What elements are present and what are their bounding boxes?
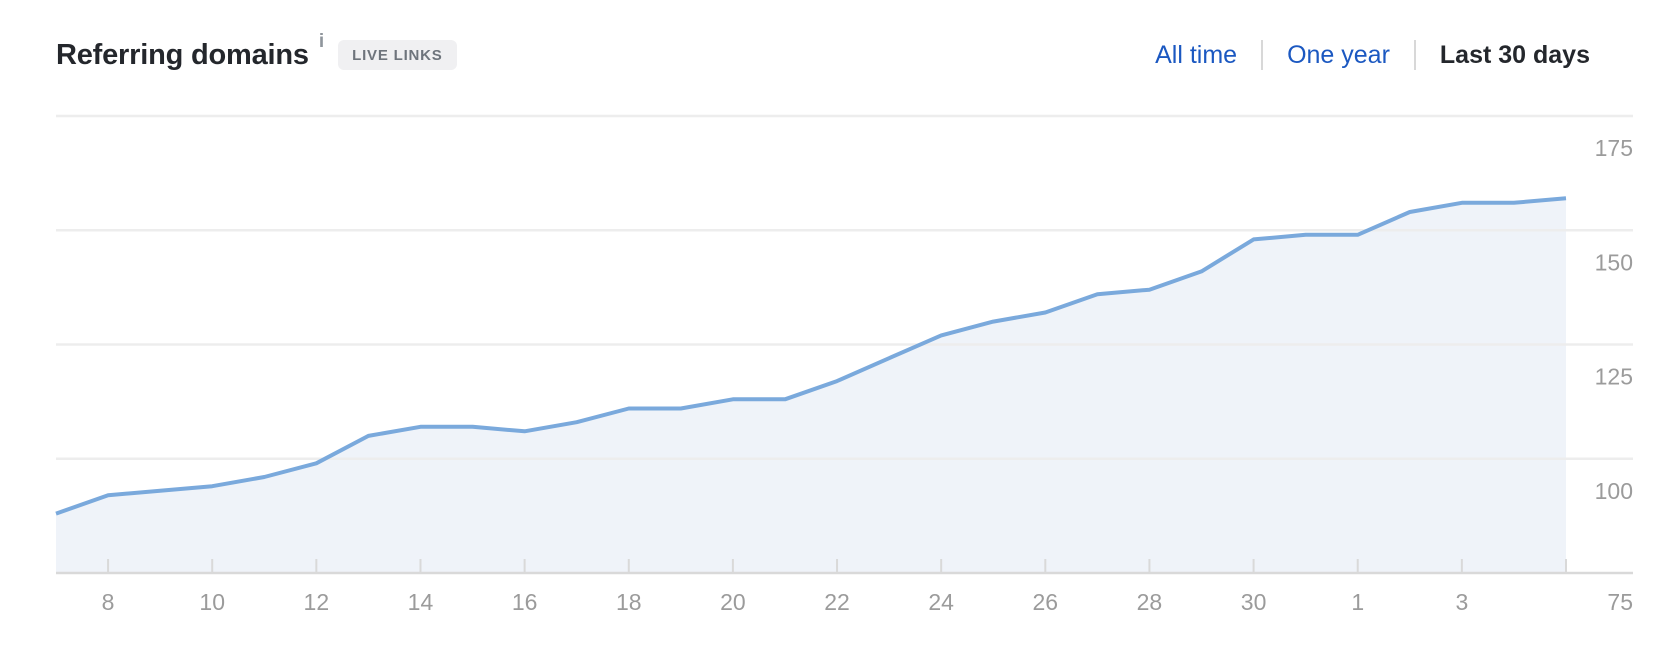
page-title: Referring domains: [56, 38, 309, 71]
range-divider: [1261, 40, 1264, 70]
series-area-fill: [56, 198, 1566, 574]
x-axis-label: 8: [102, 589, 115, 615]
x-axis-label: 1: [1351, 589, 1364, 615]
x-axis-label: 20: [720, 589, 746, 615]
series-line: [55, 196, 1567, 516]
y-axis-label: 75: [1607, 589, 1633, 615]
y-axis-label: 175: [1595, 135, 1633, 161]
time-range-switcher: All time One year Last 30 days: [1155, 40, 1590, 70]
y-axis-label: 125: [1595, 364, 1633, 390]
info-icon[interactable]: i: [318, 31, 325, 52]
y-axis-label: 150: [1595, 249, 1633, 275]
x-axis-label: 3: [1455, 589, 1468, 615]
x-axis-label: 16: [512, 589, 538, 615]
x-axis-label: 30: [1241, 589, 1267, 615]
range-last-30-days[interactable]: Last 30 days: [1439, 40, 1590, 69]
range-divider: [1413, 40, 1416, 70]
x-axis-label: 10: [199, 589, 225, 615]
y-axis-label: 100: [1595, 478, 1633, 504]
live-links-badge: LIVE LINKS: [338, 40, 457, 70]
x-axis-label: 26: [1033, 589, 1059, 615]
range-all-time[interactable]: All time: [1155, 40, 1238, 69]
x-axis-label: 28: [1137, 589, 1163, 615]
x-axis-label: 12: [304, 589, 330, 615]
x-axis-label: 14: [408, 589, 434, 615]
range-one-year[interactable]: One year: [1287, 40, 1390, 69]
x-axis-label: 22: [824, 589, 850, 615]
x-axis-label: 18: [616, 589, 642, 615]
x-axis-label: 24: [928, 589, 954, 615]
chart-header: Referring domains i LIVE LINKS All time …: [56, 32, 1590, 78]
